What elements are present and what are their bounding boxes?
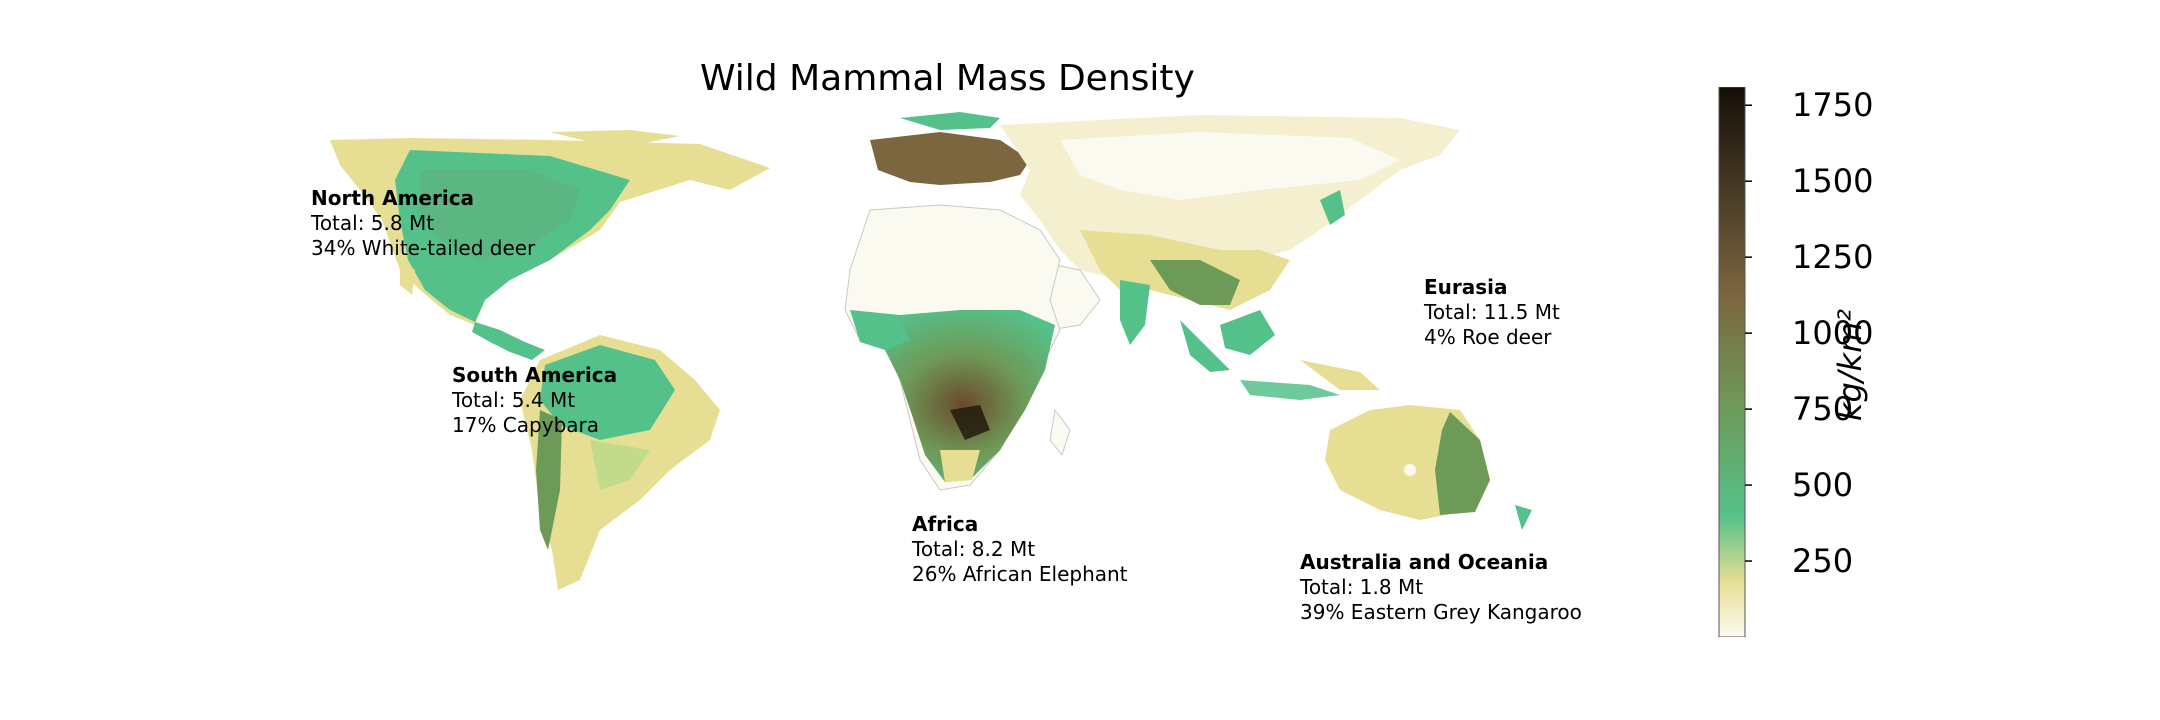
- africa-shape: [844, 204, 1071, 491]
- region-top-species: 26% African Elephant: [912, 562, 1128, 586]
- region-total: Total: 11.5 Mt: [1424, 300, 1560, 324]
- annotation-south-america: South America Total: 5.4 Mt 17% Capybara: [452, 363, 617, 438]
- australia-shape: [1325, 405, 1532, 530]
- region-name: North America: [311, 186, 475, 210]
- region-total: Total: 5.4 Mt: [452, 388, 576, 412]
- colorbar-tick-label: 1750: [1792, 86, 1874, 125]
- colorbar-tick-label: 1250: [1792, 238, 1874, 277]
- region-total: Total: 1.8 Mt: [1300, 575, 1424, 599]
- region-total: Total: 5.8 Mt: [311, 211, 435, 235]
- colorbar-tick-label: 1500: [1792, 162, 1874, 201]
- asia-shape: [1000, 115, 1460, 345]
- colorbar-tick-label: 1000: [1792, 314, 1874, 353]
- annotation-australia-oceania: Australia and Oceania Total: 1.8 Mt 39% …: [1300, 550, 1582, 625]
- region-top-species: 34% White-tailed deer: [311, 236, 536, 260]
- region-top-species: 39% Eastern Grey Kangaroo: [1300, 600, 1582, 624]
- map-title: Wild Mammal Mass Density: [700, 58, 1195, 99]
- region-name: Australia and Oceania: [1300, 550, 1549, 574]
- world-map: [330, 112, 1532, 590]
- annotation-north-america: North America Total: 5.8 Mt 34% White-ta…: [311, 186, 535, 261]
- colorbar-tick-label: 750: [1792, 390, 1854, 429]
- region-name: Africa: [912, 512, 979, 536]
- region-name: South America: [452, 363, 618, 387]
- north-america-shape: [330, 130, 770, 360]
- europe-shape: [870, 112, 1030, 185]
- annotation-eurasia: Eurasia Total: 11.5 Mt 4% Roe deer: [1424, 275, 1560, 350]
- south-america-shape: [520, 335, 720, 590]
- colorbar-tick-label: 500: [1792, 466, 1854, 505]
- colorbar-tick-label: 250: [1792, 542, 1854, 581]
- colorbar: [1718, 87, 1752, 637]
- se-asia-islands-shape: [1180, 310, 1380, 400]
- colorbar-unit-label: kg/km²: [1831, 308, 1869, 422]
- annotation-africa: Africa Total: 8.2 Mt 26% African Elephan…: [912, 512, 1128, 587]
- colorbar-ticks: [1745, 104, 1752, 562]
- region-top-species: 4% Roe deer: [1424, 325, 1552, 349]
- region-name: Eurasia: [1424, 275, 1508, 299]
- region-total: Total: 8.2 Mt: [912, 537, 1036, 561]
- colorbar-gradient: [1718, 87, 1746, 637]
- region-top-species: 17% Capybara: [452, 413, 599, 437]
